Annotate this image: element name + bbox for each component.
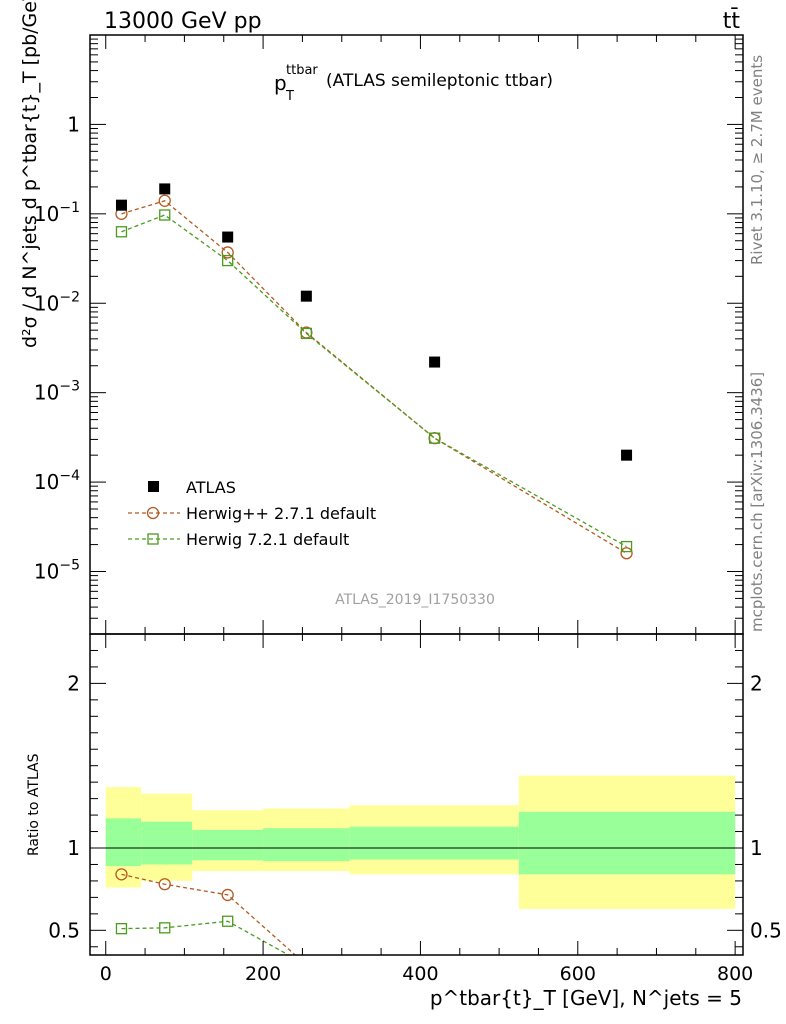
ratio-tick-label-left: 1 xyxy=(67,836,80,860)
inner-band-bin xyxy=(105,818,142,867)
title-main: p xyxy=(274,71,287,95)
mcplots-label: mcplots.cern.ch [arXiv:1306.3436] xyxy=(748,372,766,632)
herwigpp-point xyxy=(158,194,171,207)
atlas-point xyxy=(429,356,441,368)
legend-marker-atlas xyxy=(148,481,159,492)
atlas-point xyxy=(222,231,234,243)
uncertainty-bands xyxy=(90,775,743,909)
legend-marker-herwig7 xyxy=(147,533,159,545)
herwig7-ratio-point xyxy=(159,922,171,934)
legend-marker-herwigpp xyxy=(146,506,160,520)
herwig7-ratio-point xyxy=(115,923,128,935)
series-line xyxy=(121,200,627,554)
legend-label-herwig7: Herwig 7.2.1 default xyxy=(186,530,349,549)
x-tick-label: 600 xyxy=(560,963,596,985)
analysis-id: ATLAS_2019_I1750330 xyxy=(335,592,495,608)
inner-band-bin xyxy=(518,811,736,875)
mc-lines xyxy=(121,200,627,554)
title-sub: T xyxy=(285,89,294,104)
herwigpp-ratio-point xyxy=(115,868,128,881)
ratio-lines xyxy=(115,868,297,955)
herwigpp-point xyxy=(620,547,633,560)
ratio-y-axis-label: Ratio to ATLAS xyxy=(26,753,42,856)
herwigpp-ratio-point xyxy=(221,888,234,902)
y-tick-label: 10−4 xyxy=(34,468,80,494)
x-tick-label: 400 xyxy=(402,963,438,985)
herwig7-point xyxy=(222,254,234,267)
inner-band-bin xyxy=(349,826,519,860)
legend-label-herwigpp: Herwig++ 2.7.1 default xyxy=(186,504,376,523)
herwig7-point xyxy=(300,327,313,340)
herwig7-ratio-point xyxy=(222,915,234,927)
title-rest: (ATLAS semileptonic ttbar) xyxy=(326,71,553,91)
atlas-point xyxy=(300,290,312,302)
x-tick-label: 200 xyxy=(245,963,281,985)
y-tick-label: 10−3 xyxy=(34,379,80,405)
atlas-point xyxy=(159,183,171,195)
y-axis-label: d²σ / d N^jets d p^tbar{t}_T [pb/GeV] xyxy=(19,0,41,348)
herwig7-point xyxy=(428,432,441,444)
y-tick-label: 1 xyxy=(67,112,80,136)
herwig7-point xyxy=(159,209,171,221)
inner-band-bin xyxy=(192,829,264,861)
ratio-line xyxy=(121,873,297,955)
ratio-tick-label-left: 0.5 xyxy=(48,918,80,942)
axes: 0 200 400 600 800 10−5 10−4 10−3 10−2 10−1 1 0.5 0.5… xyxy=(34,34,782,985)
series-line xyxy=(121,214,627,548)
herwigpp-ratio-point xyxy=(158,878,171,891)
header-right: tt̄ xyxy=(723,8,741,34)
legend: ATLAS Herwig++ 2.7.1 default Herwig 7.2.… xyxy=(128,478,376,549)
x-axis-label: p^tbar{t}_T [GeV], N^jets = 5 xyxy=(430,986,742,1010)
ratio-tick-label-right: 0.5 xyxy=(750,918,782,942)
plot-title: p ttbar T (ATLAS semileptonic ttbar) xyxy=(274,63,553,104)
herwig7-point xyxy=(115,226,128,238)
ratio-tick-label-right: 1 xyxy=(750,836,763,860)
rivet-label: Rivet 3.1.10, ≥ 2.7M events xyxy=(748,55,766,265)
ratio-tick-label-right: 2 xyxy=(750,671,763,695)
inner-band-bin xyxy=(141,821,193,865)
herwigpp-point xyxy=(221,246,234,259)
herwigpp-point xyxy=(428,431,441,445)
atlas-point xyxy=(621,449,633,461)
title-sup: ttbar xyxy=(286,63,318,78)
y-tick-label: 10−1 xyxy=(34,200,80,226)
y-tick-label: 10−5 xyxy=(34,558,80,584)
ratio-line xyxy=(121,920,290,955)
header-left: 13000 GeV pp xyxy=(104,9,262,34)
x-tick-label: 0 xyxy=(100,963,112,985)
data-markers xyxy=(115,183,633,560)
inner-band-bin xyxy=(263,828,350,862)
atlas-point xyxy=(115,199,127,211)
herwig7-point xyxy=(620,540,633,553)
ratio-tick-label-left: 2 xyxy=(67,671,80,695)
x-tick-label: 800 xyxy=(717,963,753,985)
legend-label-atlas: ATLAS xyxy=(186,478,236,497)
ratio-frame xyxy=(89,633,744,956)
y-tick-label: 10−2 xyxy=(34,289,80,315)
